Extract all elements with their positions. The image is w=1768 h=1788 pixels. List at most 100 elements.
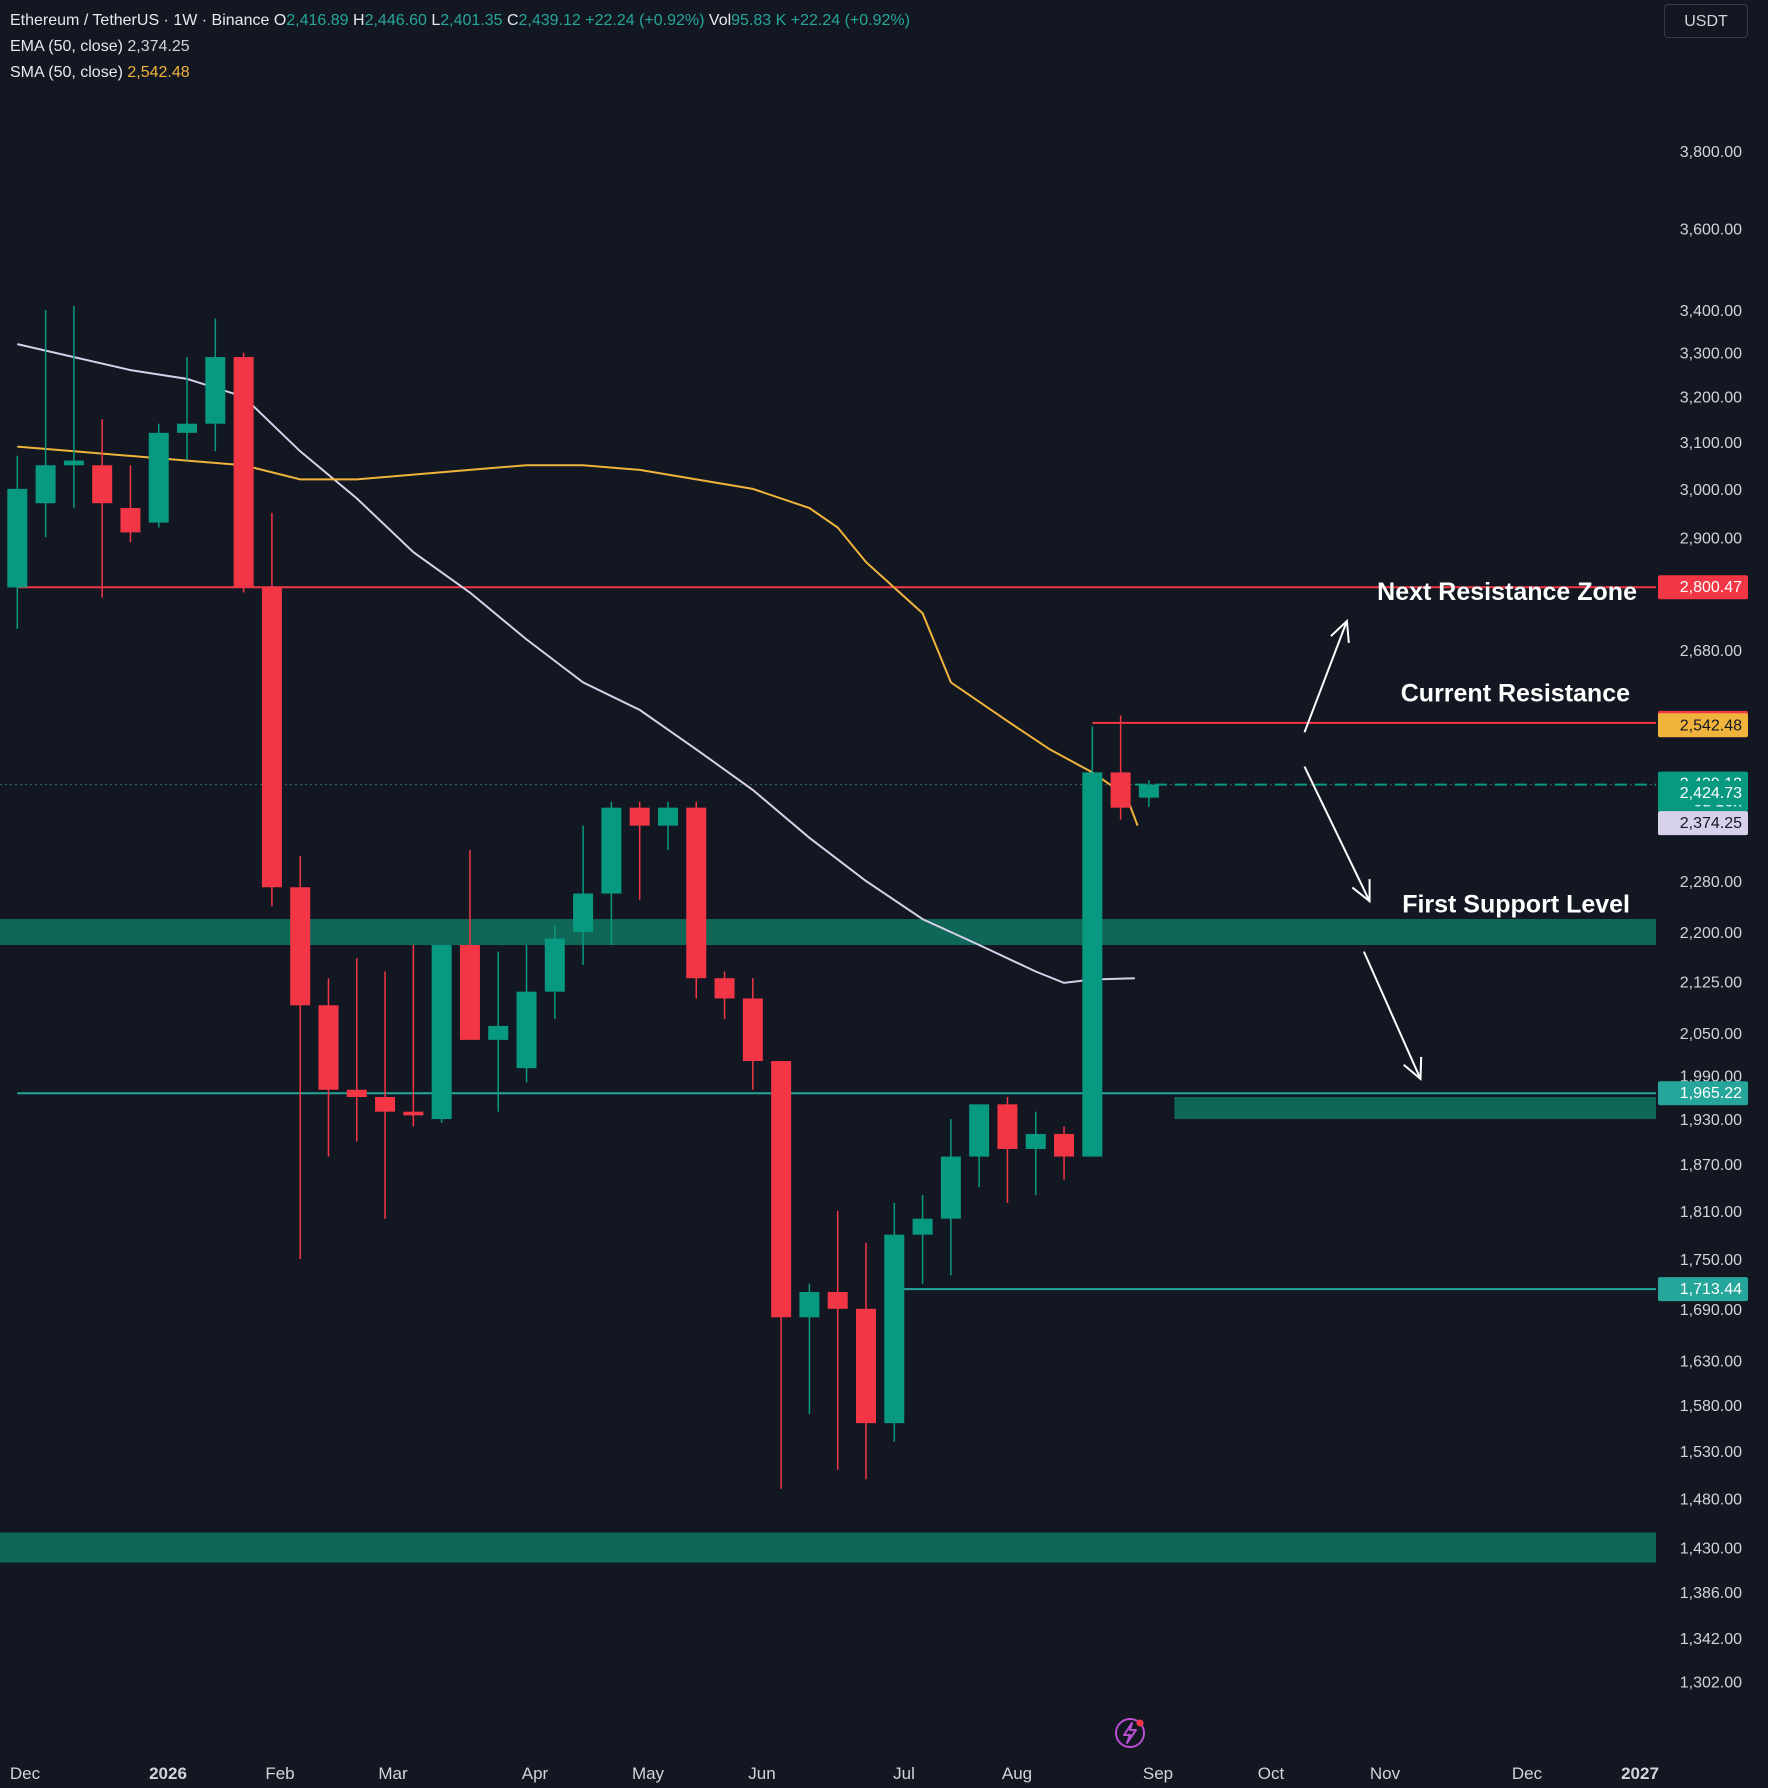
candle-body [1082,772,1103,1157]
x-axis-tick-label: May [632,1764,665,1783]
candle [997,1097,1018,1203]
sma-label: SMA (50, close) [10,64,123,81]
price-tag-label: 1,713.44 [1680,1281,1742,1298]
candle-body [742,998,763,1062]
candle-body [799,1291,820,1318]
ema-legend-row[interactable]: EMA (50, close) 2,374.25 [10,34,910,60]
open-label: O [273,12,287,29]
y-axis-tick-label: 1,430.00 [1680,1540,1742,1557]
candle [7,455,28,629]
arrow-head [1330,618,1350,643]
x-axis-tick-label: 2027 [1621,1764,1659,1783]
price-axis-tag[interactable]: 1,713.44 [1658,1277,1748,1302]
arrow [1362,951,1423,1082]
arrow-head [1351,879,1371,904]
ohlc-row: Ethereum / TetherUS · 1W · Binance O2,41… [10,8,910,34]
price-axis-tag[interactable]: 2,374.25 [1658,811,1748,836]
price-axis-tag[interactable]: 2,800.47 [1658,575,1748,600]
y-axis-tick-label: 1,630.00 [1680,1353,1742,1370]
candle-body [459,945,480,1040]
candle [205,318,226,452]
y-axis-tick-label: 1,342.00 [1680,1631,1742,1648]
candle-body [686,807,707,979]
candle-body [261,587,282,888]
low-label: L [431,12,441,29]
y-axis-tick-label: 3,000.00 [1680,482,1742,499]
candle [601,801,622,946]
y-axis-tick-label: 1,530.00 [1680,1444,1742,1461]
candle [856,1242,876,1480]
candle-body [233,357,254,588]
volume-label: Vol [708,12,732,29]
y-axis-tick-label: 3,300.00 [1680,346,1742,363]
candle [346,958,367,1142]
candle-body [912,1218,933,1235]
candle-body [714,978,735,999]
arrow-head [1403,1056,1423,1082]
candle-body [856,1308,876,1424]
candle-body [205,357,226,424]
x-axis-tick-label: Dec [1512,1764,1543,1783]
candle-body [120,508,141,533]
y-axis-tick-label: 2,125.00 [1680,975,1742,992]
price-axis-tag[interactable]: 2,424.73 [1658,781,1748,806]
y-axis-tick-label: 2,680.00 [1680,643,1742,660]
currency-button[interactable]: USDT [1664,4,1748,38]
y-axis-tick-label: 3,600.00 [1680,221,1742,238]
price-axis-tag[interactable]: 1,965.22 [1658,1081,1748,1106]
chart-legend: Ethereum / TetherUS · 1W · Binance O2,41… [10,8,910,86]
lightning-icon[interactable] [1114,1717,1146,1749]
ema-label: EMA (50, close) [10,38,123,55]
candle [63,305,84,509]
candle-body [573,893,594,932]
high-value: 2,446.60 [364,12,427,29]
x-axis-tick-label: Mar [378,1764,408,1783]
x-axis-tick-label: Nov [1370,1764,1401,1783]
candle [1138,780,1159,807]
candle-body [7,488,28,588]
x-axis-tick-label: Apr [522,1764,549,1783]
candle [657,801,678,850]
candle [431,945,452,1123]
x-axis-tick-label: Dec [10,1764,41,1783]
candle-body [997,1104,1018,1149]
ema-value: 2,374.25 [127,38,190,55]
arrow-shaft [1303,766,1371,902]
candle-body [318,1005,339,1090]
candle [516,945,537,1083]
support-zone [0,1532,1656,1563]
sma-legend-row[interactable]: SMA (50, close) 2,542.48 [10,60,910,86]
price-axis-tag[interactable]: 2,542.48 [1658,713,1748,738]
price-tag-label: 2,424.73 [1680,785,1742,802]
candle-body [657,807,678,826]
y-axis-tick-label: 3,400.00 [1680,303,1742,320]
candle-body [969,1104,990,1157]
candle-body [1025,1133,1046,1149]
y-axis-tick-label: 1,386.00 [1680,1585,1742,1602]
candle [35,310,56,538]
candle-body [375,1097,396,1112]
sma-value: 2,542.48 [127,64,190,81]
candle [148,423,169,528]
candle [318,978,339,1157]
candle [827,1210,848,1470]
price-tag-background [1658,1081,1748,1106]
candle-body [544,938,565,992]
symbol-title[interactable]: Ethereum / TetherUS · 1W · Binance [10,12,270,29]
y-axis-tick-label: 1,750.00 [1680,1252,1742,1269]
volume-value: 95.83 K [731,12,787,29]
candle [403,945,424,1127]
price-tag-background [1658,713,1748,738]
y-axis-tick-label: 1,870.00 [1680,1157,1742,1174]
candle [799,1283,820,1415]
candle [714,971,735,1020]
y-axis-tick-label: 2,200.00 [1680,925,1742,942]
candle [629,801,650,900]
annotation-label: First Support Level [1402,891,1630,919]
price-tag-background [1658,811,1748,836]
candle-body [431,945,452,1120]
candle-body [629,807,650,826]
arrow-shaft [1303,620,1348,733]
candle-body [177,423,198,433]
